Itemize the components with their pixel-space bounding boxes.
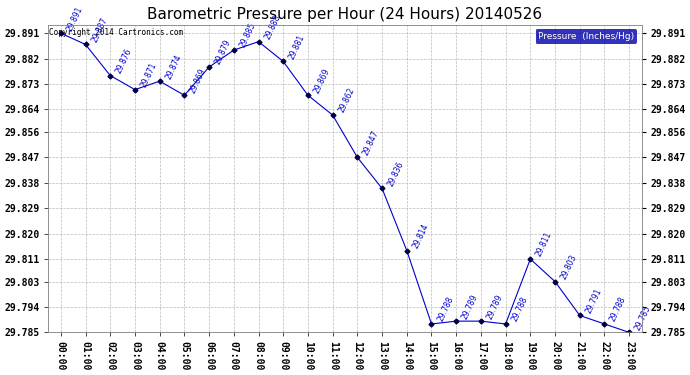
Text: 29.788: 29.788 — [609, 296, 628, 323]
Text: Copyright 2014 Cartronics.com: Copyright 2014 Cartronics.com — [49, 28, 183, 37]
Text: 29.881: 29.881 — [287, 33, 306, 61]
Text: 29.885: 29.885 — [238, 22, 257, 50]
Text: 29.876: 29.876 — [115, 47, 134, 75]
Text: 29.814: 29.814 — [411, 222, 431, 250]
Text: 29.869: 29.869 — [312, 67, 331, 94]
Text: 29.791: 29.791 — [584, 287, 603, 315]
Text: 29.888: 29.888 — [263, 13, 282, 41]
Text: 29.874: 29.874 — [164, 53, 183, 80]
Text: 29.811: 29.811 — [535, 231, 554, 258]
Text: 29.789: 29.789 — [460, 292, 480, 320]
Text: 29.785: 29.785 — [633, 304, 653, 332]
Text: 29.871: 29.871 — [139, 61, 159, 89]
Text: 29.869: 29.869 — [188, 67, 208, 94]
Text: 29.803: 29.803 — [559, 253, 579, 281]
Text: 29.836: 29.836 — [386, 160, 406, 188]
Text: 29.788: 29.788 — [435, 296, 455, 323]
Legend: Pressure  (Inches/Hg): Pressure (Inches/Hg) — [535, 29, 637, 44]
Text: 29.887: 29.887 — [90, 16, 109, 44]
Text: 29.847: 29.847 — [362, 129, 381, 157]
Text: 29.788: 29.788 — [510, 296, 529, 323]
Text: 29.891: 29.891 — [65, 5, 84, 32]
Text: 29.862: 29.862 — [337, 87, 356, 114]
Title: Barometric Pressure per Hour (24 Hours) 20140526: Barometric Pressure per Hour (24 Hours) … — [148, 7, 542, 22]
Text: 29.879: 29.879 — [213, 39, 233, 66]
Text: 29.789: 29.789 — [485, 292, 504, 320]
